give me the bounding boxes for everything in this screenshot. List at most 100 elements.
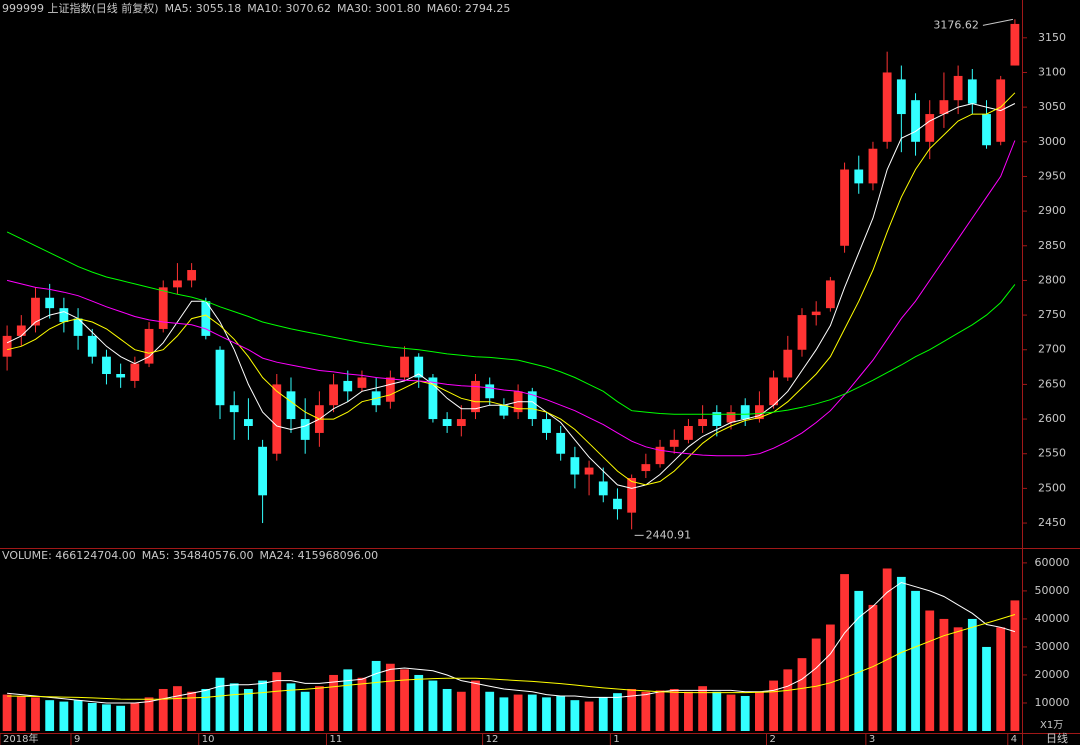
candle-body [258,446,267,496]
y-tick-label: 10000 [1035,696,1070,709]
candle-body [456,419,466,426]
legend-entry: MA5: 354840576.00 [142,549,254,562]
candle-body [116,374,126,378]
candle-body [300,419,310,440]
y-tick-label: 2650 [1038,377,1066,390]
volume-bar [896,576,906,731]
legend-entry: MA30: 3001.80 [337,2,421,15]
period-label: 日线 [1046,731,1068,745]
y-tick-label: 30000 [1035,640,1070,653]
candle-body [45,297,55,309]
volume-bar [456,691,466,731]
candle-body [73,318,83,336]
volume-bar [556,695,566,731]
legend-entry: MA5: 3055.18 [165,2,242,15]
x-tick-label: 1 [613,734,619,745]
volume-bar [698,686,708,731]
volume-bar [783,669,793,731]
volume-bar [854,590,864,731]
annotation: 2440.91 [646,528,692,541]
volume-bar [740,695,750,731]
candle-body [967,79,977,104]
volume-bar [811,638,821,731]
candle-body [471,380,480,413]
volume-bar [258,680,267,731]
volume-bar [613,693,622,731]
candle-body [414,356,424,378]
candle-body [442,419,452,426]
candle-body [811,311,821,316]
candle-body [485,384,495,399]
y-tick-label: 50000 [1035,584,1070,597]
volume-bar [925,610,935,731]
volume-bar [542,697,551,731]
y-unit: X1万 [1040,720,1063,731]
candle-body [825,280,835,309]
volume-bar [485,691,495,731]
y-tick-label: 40000 [1035,612,1070,625]
volume-bar [343,669,353,731]
volume-bar [201,688,211,731]
volume-bar [102,704,111,731]
candle-body [130,363,140,381]
volume-bar [385,663,395,731]
y-tick-label: 2450 [1038,516,1066,529]
candle-body [499,405,509,416]
volume-bar [712,691,722,731]
volume-bar [116,705,126,731]
candle-body [2,335,12,357]
legend-entry: MA24: 415968096.00 [259,549,378,562]
candle-body [925,114,935,142]
volume-bar [499,697,509,731]
volume-bar [882,568,892,731]
candle-body [570,457,580,475]
volume-bar [215,677,225,731]
volume-bar [726,694,736,731]
candle-body [144,328,154,364]
candle-body [939,100,949,115]
candle-body [783,349,793,378]
candle-body [527,391,537,420]
candle-body [755,405,764,420]
volume-bar [187,691,197,731]
volume-bar [755,691,764,731]
volume-bar [414,674,424,731]
candle-body [868,148,878,184]
y-tick-label: 2900 [1038,204,1066,217]
candle-body [229,405,239,413]
volume-bar [286,683,296,731]
candle-body [896,79,906,115]
volume-bar [641,691,651,731]
candle-body [272,384,282,454]
candle-body [16,325,26,336]
x-tick-label: 3 [869,734,875,745]
candle-body [982,114,991,146]
volume-bar [173,686,182,731]
candle-body [726,412,736,423]
candle-body [102,356,111,375]
volume-bar [911,590,920,731]
y-tick-label: 3100 [1038,65,1066,78]
annotation-arrow [982,18,1014,26]
candle-body [740,405,750,420]
y-tick-label: 2600 [1038,412,1066,425]
volume-bar [471,680,480,731]
candle-body [400,356,409,378]
volume-bar [158,688,168,731]
volume-bar [570,700,580,731]
candle-body [31,297,40,326]
candle-body [712,412,722,426]
y-tick-label: 3050 [1038,100,1066,113]
legend-entry: VOLUME: 466124704.00 [2,549,136,562]
volume-bar [59,701,69,731]
y-tick-label: 2750 [1038,308,1066,321]
line [7,581,1016,704]
candle-body [882,72,892,142]
candle-body [840,169,849,246]
legend-entry: MA10: 3070.62 [247,2,331,15]
candle-body [542,419,551,433]
volume-bar [130,702,140,731]
volume-bar [87,702,97,731]
line [6,103,1016,489]
